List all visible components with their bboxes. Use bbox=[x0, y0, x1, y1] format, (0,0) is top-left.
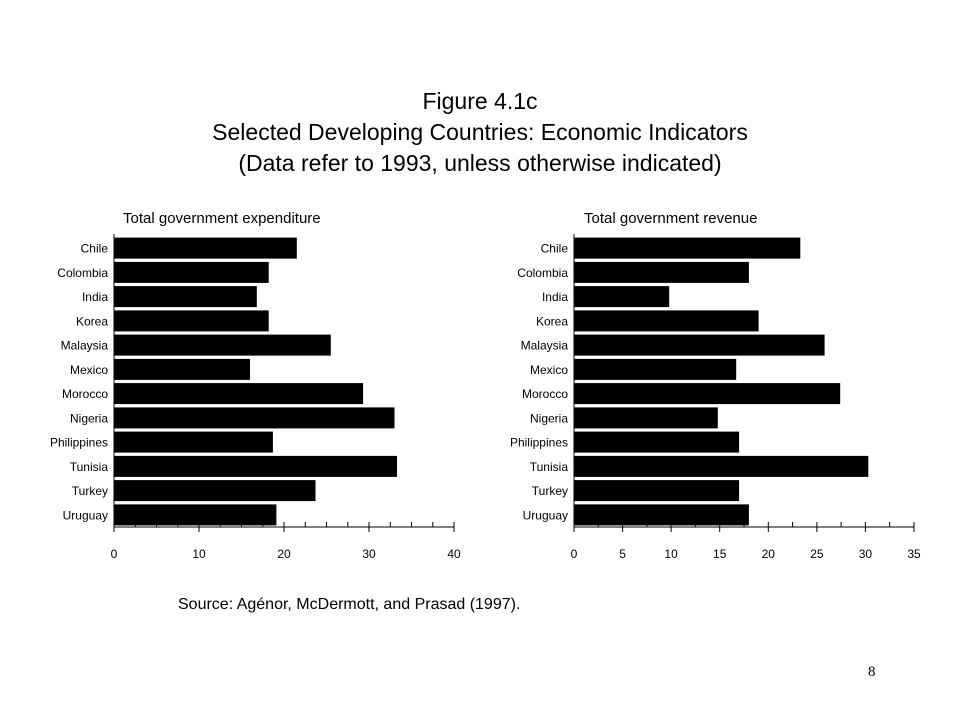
expenditure-category-label-malaysia: Malaysia bbox=[61, 339, 109, 353]
revenue-chart-title: Total government revenue bbox=[584, 210, 757, 227]
expenditure-category-label-india: India bbox=[82, 290, 108, 304]
expenditure-bar-korea bbox=[114, 310, 269, 332]
expenditure-tick-label-0: 0 bbox=[111, 547, 118, 561]
expenditure-category-label-mexico: Mexico bbox=[70, 363, 108, 377]
revenue-bar-philippines bbox=[574, 431, 740, 453]
revenue-bar-mexico bbox=[574, 358, 737, 380]
figure-title: Figure 4.1c bbox=[422, 88, 538, 114]
source-note: Source: Agénor, McDermott, and Prasad (1… bbox=[178, 596, 521, 613]
expenditure-bar-philippines bbox=[114, 431, 273, 453]
revenue-category-label-philippines: Philippines bbox=[510, 436, 568, 450]
revenue-bar-korea bbox=[574, 310, 759, 332]
expenditure-category-label-morocco: Morocco bbox=[62, 387, 108, 401]
revenue-bar-colombia bbox=[574, 261, 749, 283]
expenditure-category-label-nigeria: Nigeria bbox=[70, 411, 108, 425]
revenue-chart: Total government revenue Chile Colombia Ind… bbox=[510, 210, 921, 561]
expenditure-category-label-korea: Korea bbox=[76, 314, 108, 328]
revenue-tick-label-25: 25 bbox=[810, 547, 824, 561]
expenditure-category-label-chile: Chile bbox=[81, 242, 109, 256]
revenue-tick-label-0: 0 bbox=[571, 547, 578, 561]
expenditure-category-label-uruguay: Uruguay bbox=[63, 508, 108, 522]
revenue-tick-label-15: 15 bbox=[713, 547, 727, 561]
expenditure-bar-tunisia bbox=[114, 455, 397, 477]
expenditure-category-label-turkey: Turkey bbox=[72, 484, 108, 498]
revenue-bar-turkey bbox=[574, 480, 740, 502]
revenue-category-label-colombia: Colombia bbox=[517, 266, 568, 280]
revenue-category-label-mexico: Mexico bbox=[530, 363, 568, 377]
revenue-tick-label-35: 35 bbox=[907, 547, 921, 561]
revenue-bar-india bbox=[574, 286, 670, 308]
expenditure-bar-mexico bbox=[114, 358, 250, 380]
figure-subtitle: Selected Developing Countries: Economic … bbox=[212, 119, 748, 145]
expenditure-tick-label-30: 30 bbox=[362, 547, 376, 561]
revenue-tick-label-5: 5 bbox=[619, 547, 626, 561]
revenue-tick-label-30: 30 bbox=[859, 547, 873, 561]
revenue-bar-chile bbox=[574, 237, 801, 259]
expenditure-chart-title: Total government expenditure bbox=[123, 210, 321, 227]
revenue-bar-tunisia bbox=[574, 455, 869, 477]
expenditure-bar-morocco bbox=[114, 383, 364, 405]
expenditure-bar-colombia bbox=[114, 261, 269, 283]
revenue-category-label-chile: Chile bbox=[541, 242, 569, 256]
revenue-category-label-india: India bbox=[542, 290, 568, 304]
revenue-category-label-korea: Korea bbox=[536, 314, 568, 328]
revenue-category-label-uruguay: Uruguay bbox=[523, 508, 568, 522]
expenditure-bar-nigeria bbox=[114, 407, 395, 429]
revenue-category-label-malaysia: Malaysia bbox=[521, 339, 569, 353]
revenue-bar-uruguay bbox=[574, 504, 749, 526]
expenditure-tick-label-40: 40 bbox=[447, 547, 461, 561]
expenditure-bar-india bbox=[114, 286, 257, 308]
revenue-tick-label-20: 20 bbox=[762, 547, 776, 561]
expenditure-bar-uruguay bbox=[114, 504, 277, 526]
expenditure-bar-chile bbox=[114, 237, 297, 259]
figure-note: (Data refer to 1993, unless otherwise in… bbox=[238, 150, 722, 176]
expenditure-category-label-tunisia: Tunisia bbox=[70, 460, 109, 474]
expenditure-category-label-philippines: Philippines bbox=[50, 436, 108, 450]
page-number: 8 bbox=[868, 664, 876, 680]
revenue-tick-label-10: 10 bbox=[664, 547, 678, 561]
figure-title-block: Figure 4.1c Selected Developing Countrie… bbox=[0, 86, 960, 179]
expenditure-tick-label-20: 20 bbox=[277, 547, 291, 561]
revenue-category-label-turkey: Turkey bbox=[532, 484, 568, 498]
revenue-category-label-tunisia: Tunisia bbox=[530, 460, 569, 474]
expenditure-bar-malaysia bbox=[114, 334, 331, 356]
revenue-bar-nigeria bbox=[574, 407, 718, 429]
revenue-category-label-nigeria: Nigeria bbox=[530, 411, 568, 425]
expenditure-category-label-colombia: Colombia bbox=[57, 266, 108, 280]
revenue-bar-malaysia bbox=[574, 334, 825, 356]
expenditure-tick-label-10: 10 bbox=[192, 547, 206, 561]
expenditure-chart: Total government expenditure Chile Colombi… bbox=[50, 210, 461, 561]
expenditure-bar-turkey bbox=[114, 480, 316, 502]
revenue-bar-morocco bbox=[574, 383, 841, 405]
revenue-category-label-morocco: Morocco bbox=[522, 387, 568, 401]
